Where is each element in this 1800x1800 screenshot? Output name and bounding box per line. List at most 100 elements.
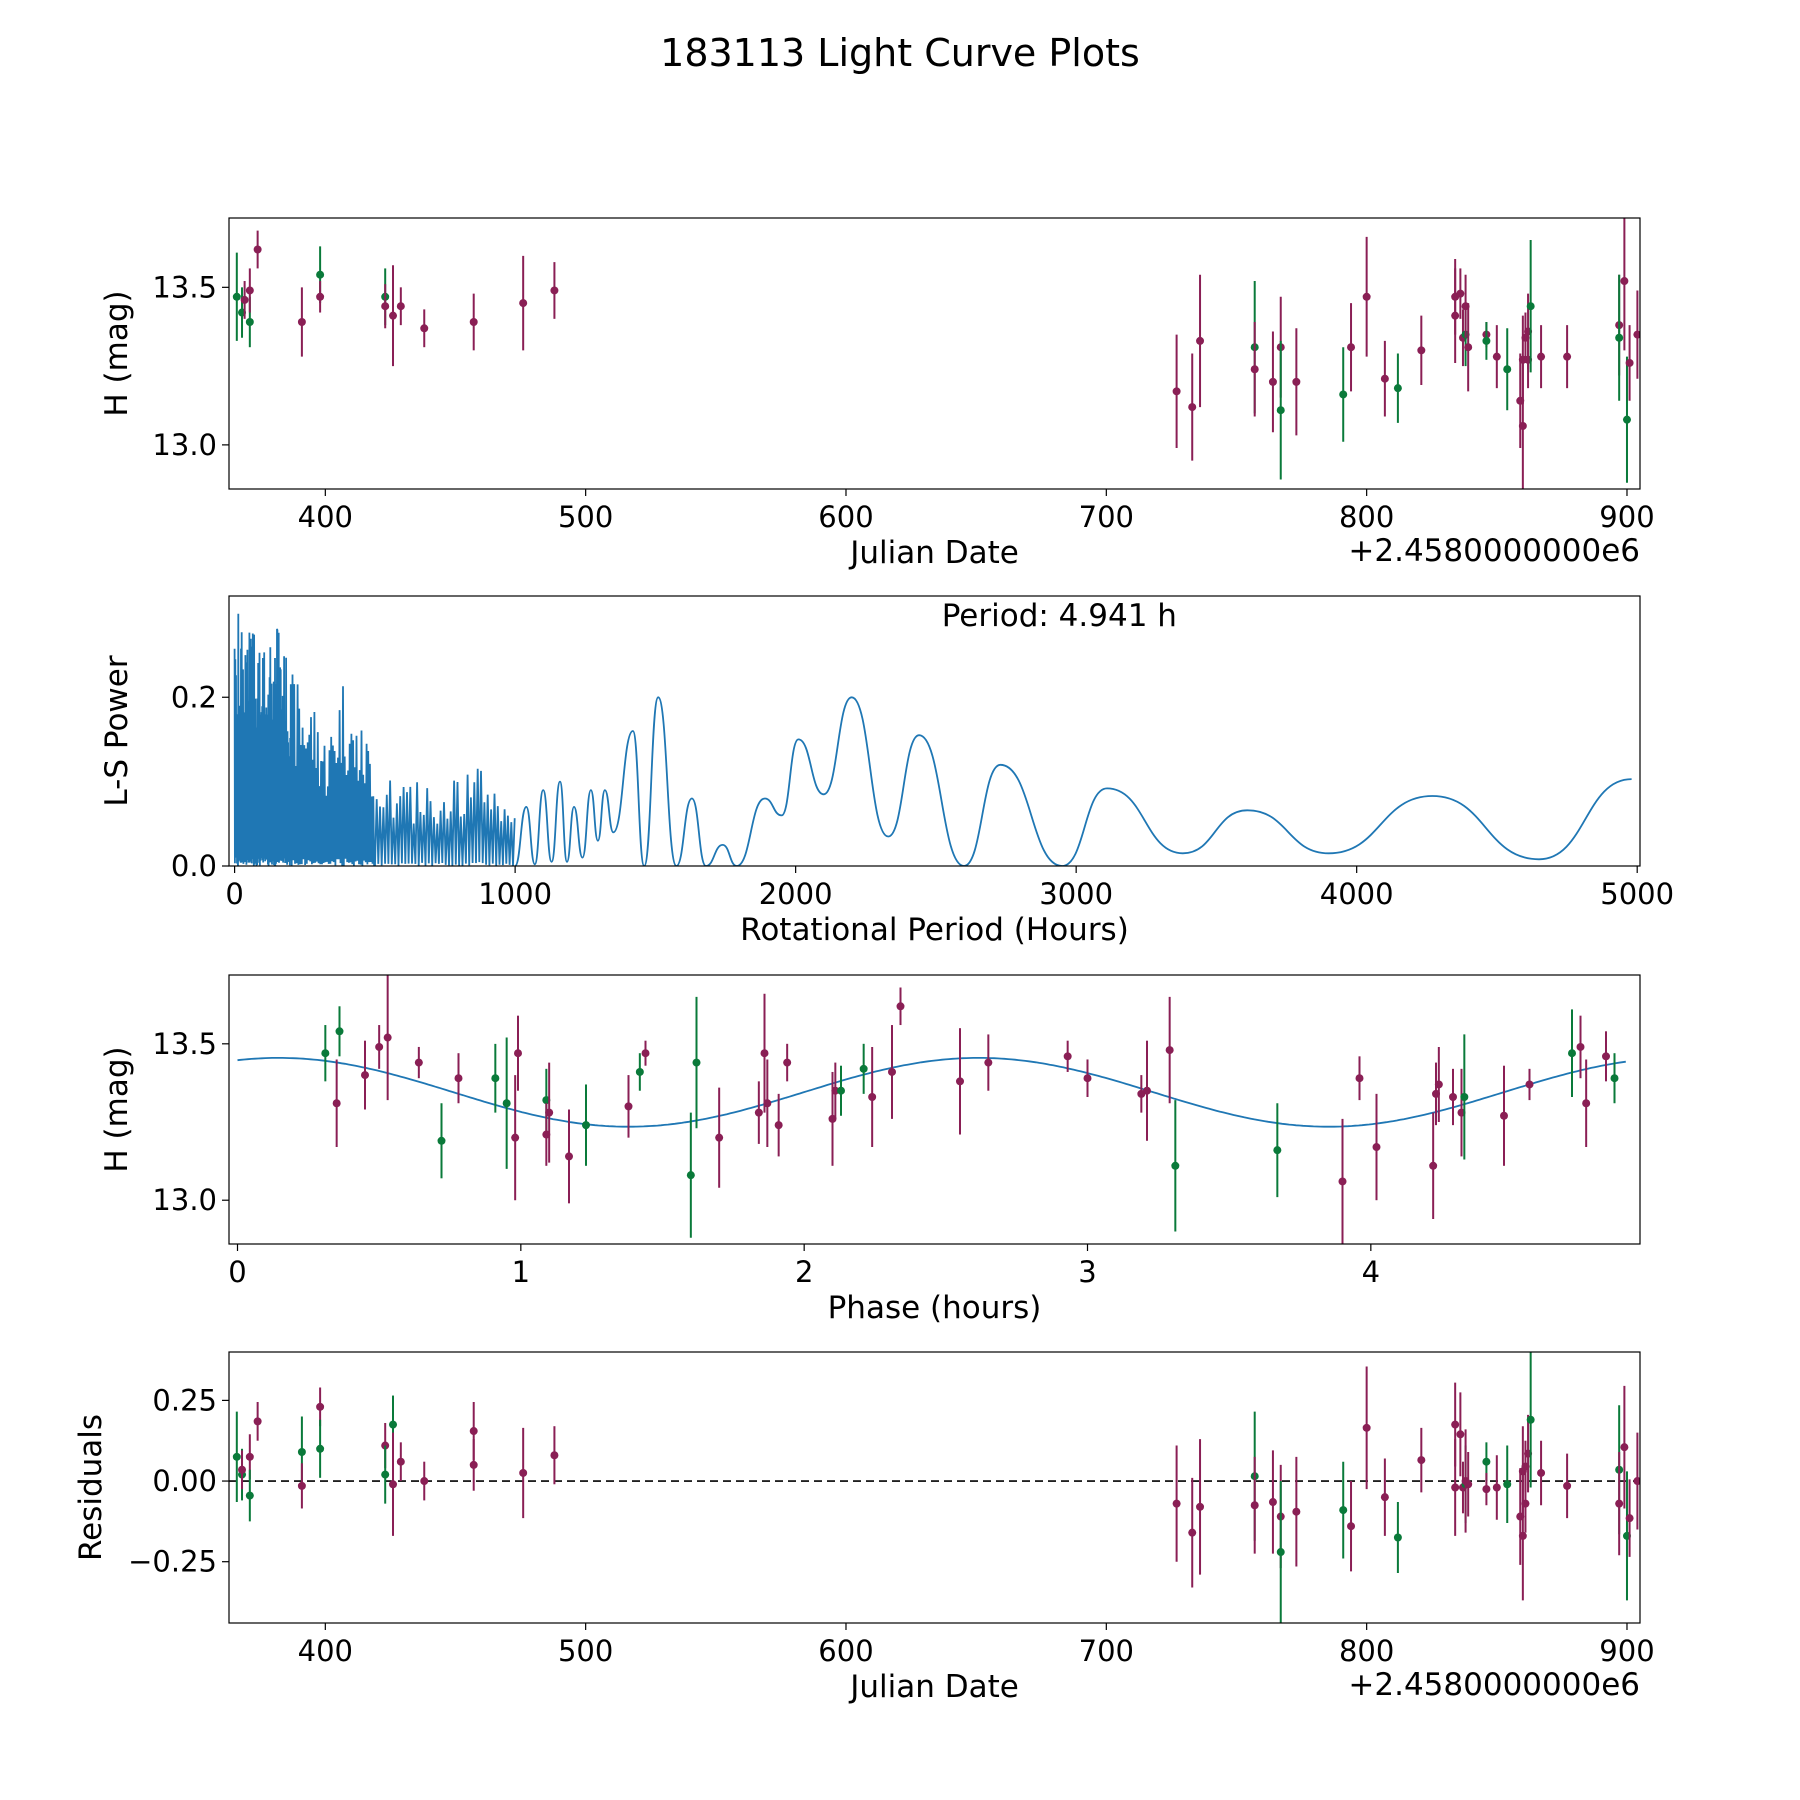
point-marker	[469, 1460, 478, 1469]
data-point	[335, 1006, 344, 1057]
point-marker	[1526, 302, 1535, 311]
point-marker	[582, 1121, 590, 1130]
data-point	[361, 1040, 369, 1110]
point-marker	[565, 1152, 573, 1161]
data-point	[896, 987, 905, 1026]
figure-title: 183113 Light Curve Plots	[660, 31, 1140, 75]
point-marker	[1143, 1086, 1151, 1095]
data-point	[1339, 1461, 1348, 1559]
data-point	[715, 1087, 724, 1188]
x-tick-label: 5000	[1600, 877, 1674, 911]
data-point	[1563, 325, 1572, 389]
data-point	[545, 1062, 554, 1163]
point-marker	[396, 302, 405, 311]
point-marker	[1380, 374, 1389, 383]
point-marker	[1620, 1443, 1629, 1452]
point-marker	[420, 324, 429, 333]
x-tick-label: 1000	[478, 877, 552, 911]
data-point	[1456, 268, 1465, 319]
data-point	[774, 1093, 783, 1157]
point-marker	[1602, 1052, 1610, 1061]
data-point	[1622, 356, 1631, 483]
x-offset-label: +2.4580000000e6	[1348, 533, 1640, 569]
data-point	[1380, 340, 1389, 417]
x-tick-label: 800	[1339, 500, 1394, 534]
plot-area-phase	[237, 975, 1626, 1244]
data-point	[1172, 334, 1181, 449]
data-point	[1196, 1439, 1205, 1575]
point-marker	[1339, 390, 1348, 399]
data-point	[1273, 1103, 1282, 1198]
data-point	[868, 1046, 877, 1148]
data-point	[783, 1043, 792, 1082]
data-point	[519, 255, 528, 351]
plot-area-res	[229, 1352, 1640, 1623]
point-marker	[389, 1480, 398, 1489]
y-tick-label: 0.0	[171, 849, 217, 883]
data-point	[437, 1103, 446, 1179]
point-marker	[1362, 292, 1371, 301]
point-marker	[381, 302, 390, 311]
point-marker	[1276, 406, 1285, 415]
data-point	[1464, 303, 1473, 392]
data-point	[859, 1043, 868, 1094]
data-point	[1456, 1392, 1465, 1477]
point-marker	[1417, 346, 1426, 355]
data-point	[550, 262, 559, 319]
x-axis-label: Phase (hours)	[828, 1290, 1042, 1326]
point-marker	[1188, 403, 1197, 412]
point-marker	[783, 1058, 792, 1067]
data-point	[1347, 303, 1356, 392]
data-point	[469, 293, 478, 351]
point-marker	[888, 1067, 896, 1076]
y-tick-label: 0.25	[152, 1383, 217, 1417]
y-axis-label: H (mag)	[99, 1046, 135, 1172]
x-tick-label: 2000	[759, 877, 833, 911]
data-point	[232, 1411, 241, 1503]
data-point	[1268, 331, 1277, 433]
point-marker	[1492, 1483, 1501, 1492]
data-point	[760, 993, 769, 1113]
data-point	[420, 1461, 429, 1501]
point-marker	[868, 1092, 877, 1101]
data-point	[1137, 1075, 1146, 1113]
data-point	[1347, 1481, 1356, 1572]
point-marker	[375, 1042, 384, 1051]
point-marker	[686, 1171, 695, 1180]
point-marker	[1063, 1052, 1072, 1061]
point-marker	[469, 1427, 478, 1436]
point-marker	[1273, 1146, 1282, 1155]
point-marker	[1347, 1522, 1356, 1531]
data-point	[1521, 1474, 1530, 1533]
x-tick-label: 0	[228, 1255, 246, 1289]
point-marker	[1576, 1042, 1585, 1051]
point-marker	[715, 1133, 724, 1142]
x-tick-label: 3	[1078, 1255, 1096, 1289]
point-marker	[389, 311, 398, 320]
point-marker	[511, 1133, 520, 1142]
point-marker	[1429, 1161, 1438, 1170]
y-axis-label: L-S Power	[99, 655, 135, 806]
point-marker	[1372, 1143, 1381, 1152]
y-axis-label: H (mag)	[99, 290, 135, 416]
point-marker	[240, 295, 249, 304]
point-marker	[1633, 330, 1640, 339]
point-marker	[1268, 377, 1277, 386]
data-point	[1165, 996, 1174, 1104]
point-marker	[1526, 1415, 1535, 1424]
data-point	[389, 1432, 398, 1536]
data-point	[1362, 1366, 1371, 1490]
point-marker	[361, 1071, 369, 1080]
data-point	[389, 265, 398, 367]
x-tick-label: 4	[1362, 1255, 1380, 1289]
point-marker	[760, 1049, 769, 1058]
point-marker	[692, 1058, 701, 1067]
point-marker	[383, 1033, 392, 1042]
data-point	[332, 1059, 341, 1148]
point-marker	[381, 1470, 390, 1479]
point-marker	[1380, 1493, 1389, 1502]
data-point	[1625, 325, 1634, 401]
data-point	[1525, 1068, 1534, 1101]
y-tick-label: −0.25	[128, 1545, 217, 1579]
